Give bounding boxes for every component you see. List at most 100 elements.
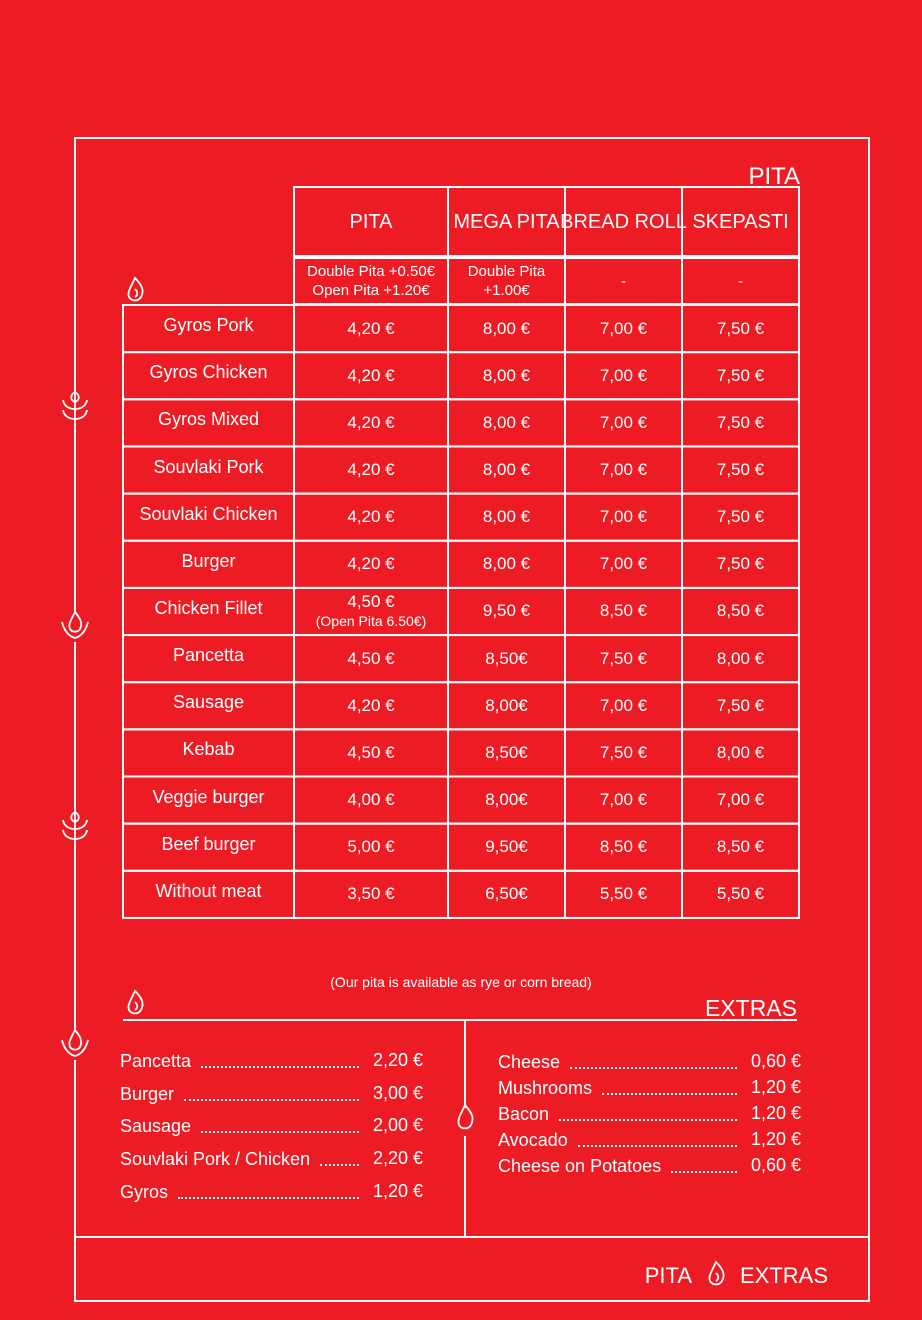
item-price: 4,20 € [347, 412, 395, 432]
dot-leader [201, 1131, 359, 1133]
item-price: 7,50 € [716, 412, 765, 432]
item-price: 7,50 € [716, 507, 765, 527]
item-price: 8,00 € [482, 412, 531, 432]
frame-lines [74, 137, 870, 1302]
extra-price: 2,00 € [373, 1114, 424, 1135]
dot-leader [570, 1067, 737, 1069]
dot-leader [602, 1093, 737, 1095]
item-price: 7,50 € [716, 460, 765, 479]
footer-left: PITA [644, 1263, 692, 1288]
item-price: 4,50 € [347, 591, 395, 611]
dot-leader [559, 1119, 737, 1121]
item-price: 6,50€ [485, 884, 528, 904]
extra-name: Gyros [120, 1181, 169, 1202]
item-name: Burger [181, 550, 236, 571]
item-price: 8,50 € [716, 837, 765, 857]
item-price: 7,50 € [599, 742, 648, 762]
item-price: 4,20 € [347, 318, 395, 338]
dot-leader [201, 1066, 359, 1068]
extra-price: 1,20 € [751, 1128, 802, 1149]
extra-price: 0,60 € [751, 1050, 802, 1071]
item-name: Gyros Mixed [157, 409, 260, 430]
item-price: 8,00€ [485, 790, 528, 810]
column-note: +1.00€ [483, 282, 530, 299]
item-price: 7,50 € [716, 695, 765, 715]
item-price: 8,50 € [599, 601, 648, 621]
dot-leader [178, 1197, 359, 1199]
item-name: Gyros Chicken [149, 362, 268, 383]
item-name: Souvlaki Pork [153, 456, 264, 477]
extra-name: Burger [120, 1083, 175, 1104]
footnote: (Our pita is available as rye or corn br… [330, 974, 592, 990]
item-price: 4,20 € [347, 507, 395, 527]
item-price: 7,50 € [716, 318, 765, 338]
item-price: 8,00 € [482, 460, 531, 479]
item-name: Veggie burger [152, 786, 265, 807]
column-note: - [621, 272, 626, 290]
item-price: 8,00 € [716, 648, 765, 668]
item-price: 9,50€ [485, 837, 528, 857]
dot-leader [184, 1099, 359, 1101]
item-price: 4,50 € [347, 648, 395, 668]
item-price: 7,00 € [599, 318, 648, 338]
table-cell [681, 186, 800, 257]
item-name: Pancetta [172, 645, 245, 666]
item-name: Sausage [172, 692, 245, 713]
item-price: 8,50 € [716, 601, 765, 621]
item-price: 7,00 € [599, 460, 648, 479]
dot-leader [671, 1171, 737, 1173]
item-price: 8,00 € [482, 365, 531, 385]
item-price: 7,00 € [599, 412, 648, 432]
item-name: Without meat [155, 880, 262, 901]
extra-price: 0,60 € [751, 1154, 802, 1175]
item-price: 8,50€ [485, 648, 528, 668]
column-note: - [738, 272, 743, 290]
extra-price: 1,20 € [751, 1076, 802, 1097]
table-cell [681, 869, 800, 919]
item-price-note: (Open Pita 6.50€) [315, 612, 427, 629]
extra-name: Cheese on Potatoes [498, 1155, 662, 1176]
item-price: 4,20 € [347, 460, 395, 479]
item-price: 8,00 € [482, 507, 531, 527]
item-price: 5,50 € [599, 884, 648, 904]
icons [57, 276, 725, 1286]
item-price: 4,00 € [347, 790, 395, 810]
column-note: Double Pita +0.50€ [306, 263, 435, 280]
item-price: 7,00 € [599, 790, 648, 810]
item-price: 7,00 € [599, 365, 648, 385]
item-price: 8,00 € [716, 742, 765, 762]
item-price: 7,50 € [716, 365, 765, 385]
item-price: 4,20 € [347, 554, 395, 574]
extra-price: 2,20 € [373, 1049, 424, 1070]
extra-price: 1,20 € [751, 1102, 802, 1123]
table-cell [681, 257, 800, 305]
extras-title: EXTRAS [704, 994, 797, 1021]
extra-price: 1,20 € [373, 1180, 424, 1201]
section-title: PITA [748, 163, 800, 190]
item-price: 8,00 € [482, 318, 531, 338]
item-price: 5,50 € [716, 884, 765, 904]
item-price: 8,00 € [482, 554, 531, 574]
item-price: 7,50 € [599, 648, 648, 668]
footer-right: EXTRAS [740, 1263, 829, 1288]
extra-name: Pancetta [120, 1050, 192, 1071]
dot-leader [320, 1164, 359, 1166]
item-price: 8,50 € [599, 837, 648, 857]
item-price: 7,00 € [716, 790, 765, 810]
item-price: 4,20 € [347, 365, 395, 385]
item-price: 9,50 € [482, 601, 531, 621]
item-price: 4,20 € [347, 695, 395, 715]
item-price: 7,00 € [599, 554, 648, 574]
column-note: Open Pita +1.20€ [312, 282, 430, 299]
item-price: 7,00 € [599, 695, 648, 715]
item-price: 5,00 € [347, 837, 395, 857]
extra-price: 2,20 € [373, 1147, 424, 1168]
extra-name: Souvlaki Pork / Chicken [120, 1148, 311, 1169]
item-name: Beef burger [161, 833, 256, 854]
item-name: Kebab [182, 739, 235, 760]
extra-name: Avocado [498, 1129, 568, 1150]
extra-name: Cheese [498, 1051, 561, 1072]
column-header: SKEPASTI [692, 210, 789, 233]
extra-price: 3,00 € [373, 1082, 424, 1103]
item-price: 8,50€ [485, 742, 528, 762]
